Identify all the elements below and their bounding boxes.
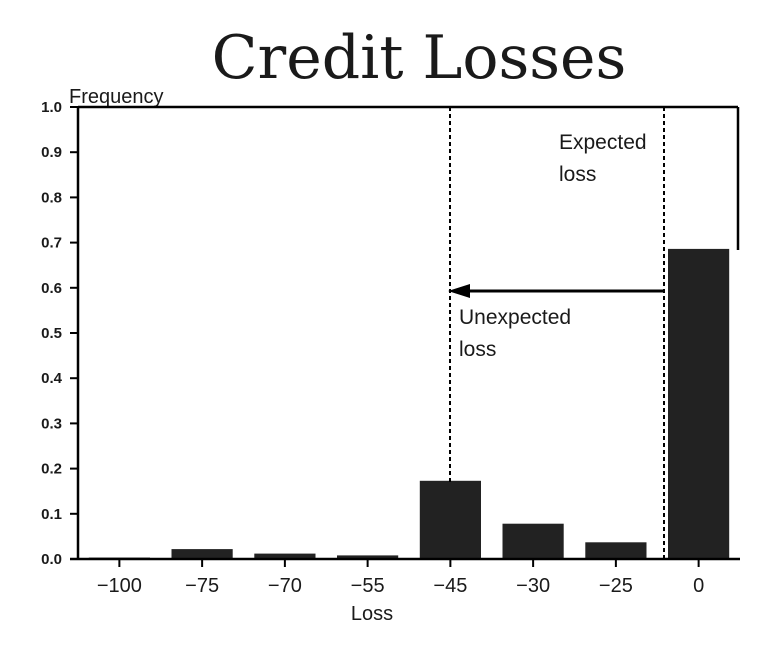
expected-loss-label-line2: loss — [559, 163, 596, 186]
bar-1 — [171, 549, 233, 559]
bar-7 — [668, 248, 730, 559]
x-tick-label: −55 — [351, 575, 385, 597]
y-tick-label: 0.2 — [41, 461, 62, 478]
y-tick-label: 0.0 — [41, 551, 62, 568]
bars-group — [88, 248, 730, 560]
bar-4 — [419, 480, 481, 559]
x-ticks-group: −100 −75 −70 −55 −45 −30 −25 0 — [97, 559, 704, 597]
x-axis-title: Loss — [351, 603, 393, 625]
bar-6 — [585, 542, 647, 559]
unexpected-loss-arrowhead — [448, 284, 470, 298]
y-tick-label: 0.4 — [41, 370, 63, 387]
bar-2 — [254, 553, 316, 559]
y-axis-title: Frequency — [69, 86, 164, 108]
y-tick-label: 0.1 — [41, 506, 62, 523]
expected-loss-label-line1: Expected — [559, 131, 647, 154]
bar-5 — [502, 523, 564, 559]
x-tick-label: −45 — [433, 575, 467, 597]
y-ticks-group: 0.0 0.1 0.2 0.3 0.4 0.5 0.6 0.7 0.8 0.9 1.0 — [41, 99, 78, 568]
y-tick-label: 1.0 — [41, 99, 62, 116]
y-tick-label: 0.7 — [41, 235, 62, 252]
x-tick-label: 0 — [693, 575, 704, 597]
x-tick-label: −30 — [516, 575, 550, 597]
x-tick-label: −100 — [97, 575, 142, 597]
x-tick-label: −25 — [599, 575, 633, 597]
y-tick-label: 0.3 — [41, 415, 62, 432]
unexpected-loss-label-line1: Unexpected — [459, 306, 571, 329]
unexpected-loss-label-line2: loss — [459, 338, 496, 361]
x-tick-label: −70 — [268, 575, 302, 597]
x-tick-label: −75 — [185, 575, 219, 597]
y-tick-label: 0.5 — [41, 325, 62, 342]
chart-title: Credit Losses — [212, 23, 627, 93]
bar-3 — [337, 555, 399, 559]
y-tick-label: 0.9 — [41, 144, 62, 161]
y-tick-label: 0.6 — [41, 280, 62, 297]
y-tick-label: 0.8 — [41, 189, 62, 206]
